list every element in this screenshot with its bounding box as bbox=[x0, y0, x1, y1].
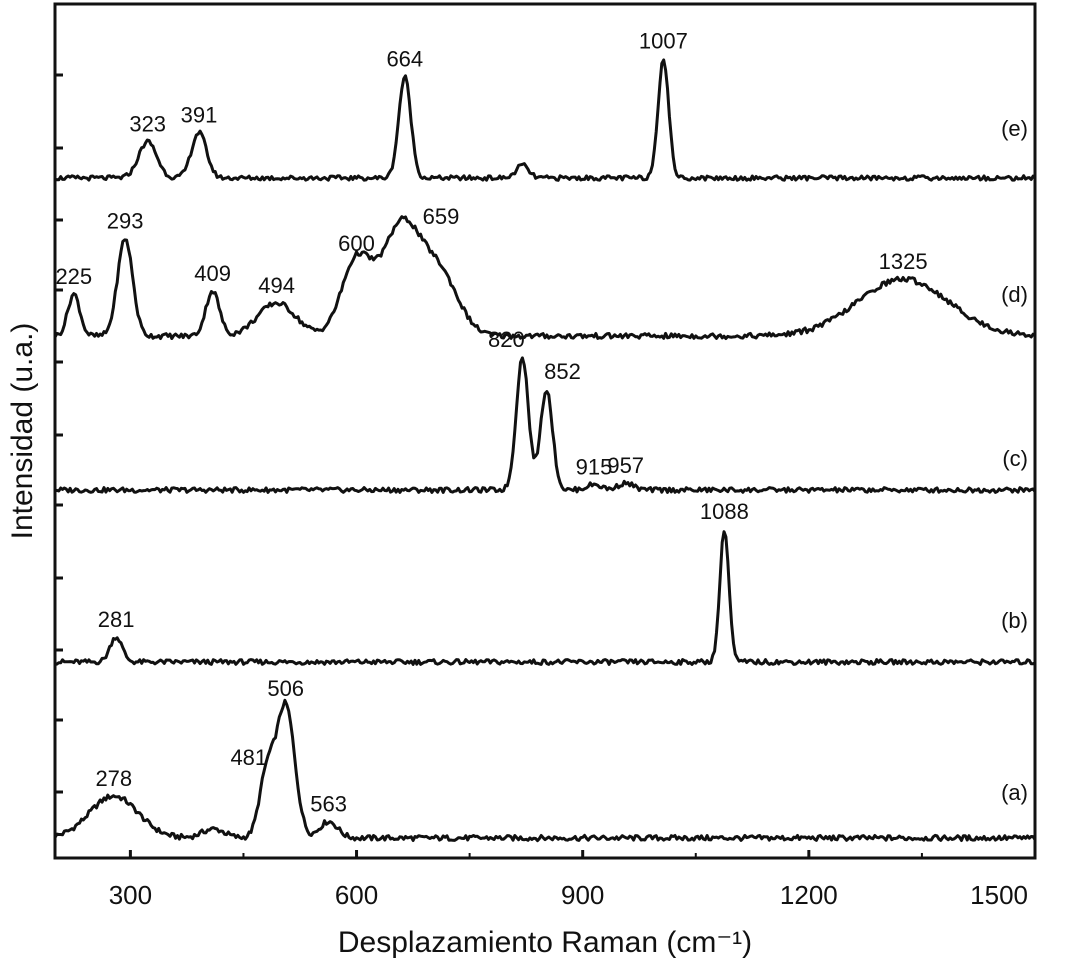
peak-label-1325: 1325 bbox=[879, 249, 928, 274]
peak-label-915: 915 bbox=[576, 454, 613, 479]
series-d: 225 293 409 494 600 659 1325 (d) bbox=[53, 204, 1036, 340]
x-tick-label: 900 bbox=[561, 880, 604, 910]
peak-label-957: 957 bbox=[607, 453, 644, 478]
peak-label-506: 506 bbox=[267, 676, 304, 701]
peak-label-323: 323 bbox=[129, 112, 166, 137]
x-tick-label: 1200 bbox=[780, 880, 838, 910]
series-b: 281 1088 (b) bbox=[54, 499, 1036, 666]
x-tick-label: 300 bbox=[109, 880, 152, 910]
peak-label-281: 281 bbox=[98, 607, 135, 632]
peak-label-293: 293 bbox=[107, 209, 144, 234]
series-label-d: (d) bbox=[1001, 282, 1028, 307]
x-tick-label: 1500 bbox=[970, 880, 1028, 910]
peak-label-225: 225 bbox=[55, 264, 92, 289]
x-tick-label: 600 bbox=[335, 880, 378, 910]
peak-label-494: 494 bbox=[258, 273, 295, 298]
x-axis-title: Desplazamiento Raman (cm⁻¹) bbox=[338, 926, 752, 959]
spectrum-line-b bbox=[54, 530, 1036, 666]
series-label-e: (e) bbox=[1001, 116, 1028, 141]
spectrum-line-e bbox=[54, 58, 1036, 182]
peak-label-664: 664 bbox=[386, 47, 423, 72]
plot-frame bbox=[53, 2, 1037, 860]
peak-label-409: 409 bbox=[194, 261, 231, 286]
series-label-c: (c) bbox=[1002, 446, 1028, 471]
series-e: 323 391 664 1007 (e) bbox=[54, 28, 1036, 182]
y-axis-title: Intensidad (u.a.) bbox=[6, 323, 39, 540]
peak-label-852: 852 bbox=[544, 359, 581, 384]
peak-label-391: 391 bbox=[181, 103, 218, 128]
series-a: 278 481 506 563 (a) bbox=[53, 676, 1037, 843]
spectrum-line-a bbox=[53, 698, 1037, 843]
peak-label-820: 820 bbox=[488, 327, 525, 352]
peak-label-600: 600 bbox=[338, 231, 375, 256]
spectrum-line-c bbox=[54, 356, 1037, 494]
peak-label-1007: 1007 bbox=[639, 28, 688, 53]
peak-label-659: 659 bbox=[423, 204, 460, 229]
series-label-a: (a) bbox=[1001, 780, 1028, 805]
peak-label-278: 278 bbox=[95, 766, 132, 791]
x-tick-labels: 300 600 900 1200 1500 bbox=[109, 880, 1028, 910]
peak-label-1088: 1088 bbox=[700, 499, 749, 524]
series-label-b: (b) bbox=[1001, 608, 1028, 633]
peak-label-481: 481 bbox=[230, 745, 267, 770]
peak-label-563: 563 bbox=[310, 792, 347, 817]
x-tick-marks bbox=[128, 850, 1037, 858]
spectrum-line-d bbox=[53, 215, 1036, 340]
y-tick-marks bbox=[55, 73, 63, 794]
